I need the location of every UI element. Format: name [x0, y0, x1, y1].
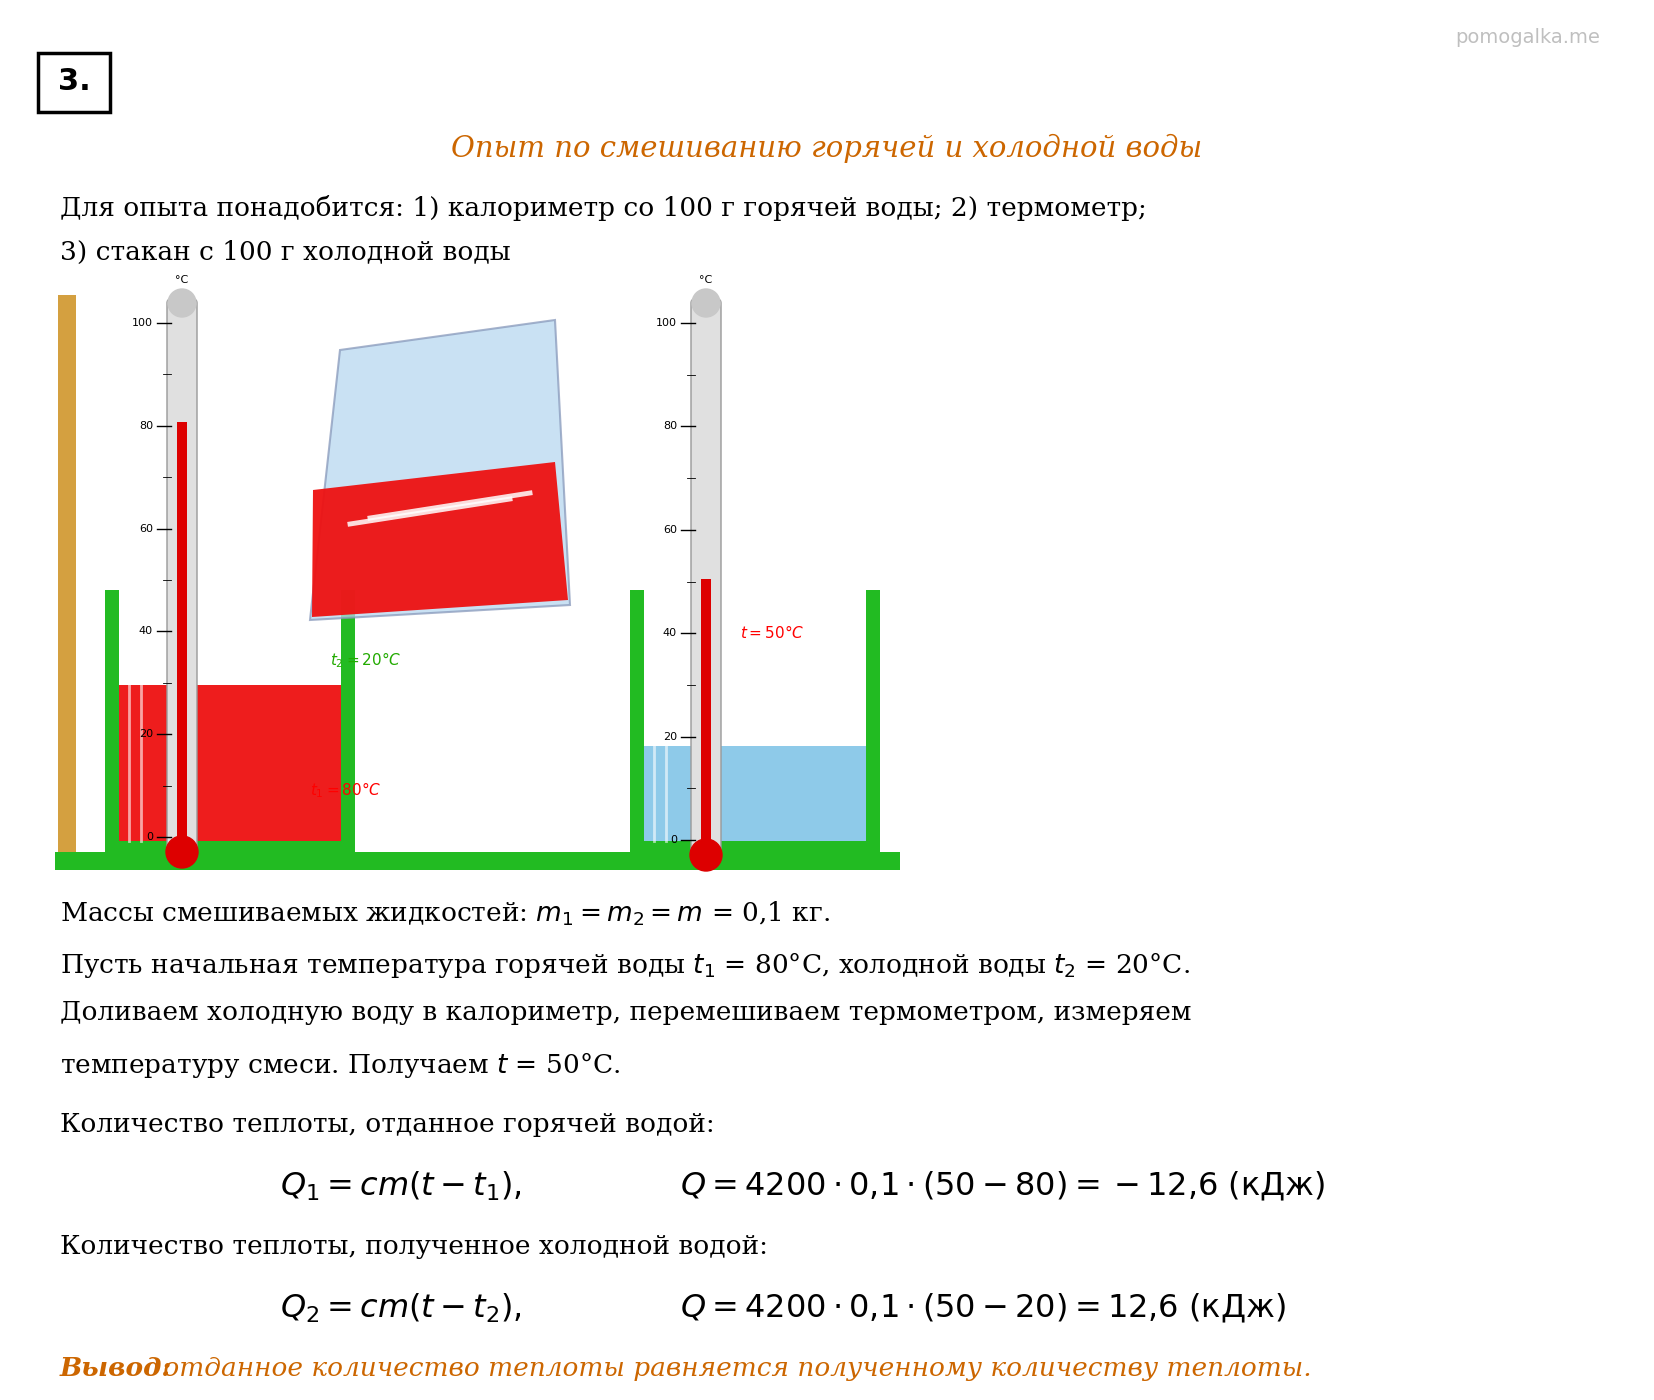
Text: pomogalka.me: pomogalka.me [1456, 28, 1599, 48]
Text: 40: 40 [663, 629, 676, 638]
Text: 80: 80 [663, 421, 676, 431]
Bar [104, 841, 356, 857]
Text: Для опыта понадобится: 1) калориметр со 100 г горячей воды; 2) термометр;: Для опыта понадобится: 1) калориметр со … [60, 195, 1146, 221]
Text: $Q = 4200 \cdot 0{,}1 \cdot (50 - 80) = -12{,}6$ (кДж): $Q = 4200 \cdot 0{,}1 \cdot (50 - 80) = … [680, 1170, 1325, 1203]
Circle shape [169, 288, 197, 316]
Bar [867, 589, 880, 855]
Text: °C: °C [700, 274, 713, 286]
Bar [119, 686, 341, 841]
Bar [701, 580, 711, 855]
Text: $Q_2 = cm(t - t_2),$: $Q_2 = cm(t - t_2),$ [280, 1292, 523, 1326]
Bar [610, 853, 900, 869]
Text: $t = 50°C$: $t = 50°C$ [739, 623, 804, 641]
Text: 0: 0 [146, 832, 154, 841]
Text: 20: 20 [663, 732, 676, 742]
Text: $t_1 = 80°C$: $t_1 = 80°C$ [309, 780, 382, 799]
Bar [630, 841, 880, 857]
Text: $Q_1 = cm(t - t_1),$: $Q_1 = cm(t - t_1),$ [280, 1170, 523, 1204]
Bar [177, 421, 187, 853]
Polygon shape [309, 321, 571, 620]
Text: 100: 100 [657, 318, 676, 328]
Text: Количество теплоты, полученное холодной водой:: Количество теплоты, полученное холодной … [60, 1233, 767, 1259]
Text: 60: 60 [663, 525, 676, 535]
Text: $Q = 4200 \cdot 0{,}1 \cdot (50 - 20) = 12{,}6$ (кДж): $Q = 4200 \cdot 0{,}1 \cdot (50 - 20) = … [680, 1292, 1285, 1324]
Bar [58, 295, 76, 853]
Bar [55, 853, 645, 869]
Text: 3) стакан с 100 г холодной воды: 3) стакан с 100 г холодной воды [60, 239, 511, 265]
Text: 100: 100 [132, 318, 154, 328]
Bar [630, 589, 643, 855]
Text: Опыт по смешиванию горячей и холодной воды: Опыт по смешиванию горячей и холодной во… [452, 133, 1202, 162]
Text: 80: 80 [139, 421, 154, 431]
Text: Массы смешиваемых жидкостей: $m_1 = m_2 = m$ = 0,1 кг.: Массы смешиваемых жидкостей: $m_1 = m_2 … [60, 900, 830, 928]
Text: 60: 60 [139, 524, 154, 533]
Bar [341, 589, 356, 855]
Text: Вывод:: Вывод: [60, 1357, 172, 1380]
Circle shape [690, 839, 723, 871]
FancyBboxPatch shape [167, 300, 197, 855]
Circle shape [165, 836, 198, 868]
Text: 40: 40 [139, 626, 154, 637]
Bar [104, 589, 119, 855]
Text: °C: °C [175, 274, 189, 286]
Text: 20: 20 [139, 729, 154, 739]
Text: 0: 0 [670, 834, 676, 846]
Text: 3.: 3. [58, 67, 91, 97]
Polygon shape [313, 462, 567, 617]
FancyBboxPatch shape [691, 300, 721, 860]
Circle shape [691, 288, 719, 316]
Text: отданное количество теплоты равняется полученному количеству теплоты.: отданное количество теплоты равняется по… [155, 1357, 1312, 1380]
Text: Пусть начальная температура горячей воды $t_1$ = 80°C, холодной воды $t_2$ = 20°: Пусть начальная температура горячей воды… [60, 951, 1189, 980]
Text: $t_2 = 20°C$: $t_2 = 20°C$ [331, 650, 402, 669]
Text: температуру смеси. Получаем $t$ = 50°C.: температуру смеси. Получаем $t$ = 50°C. [60, 1050, 620, 1079]
Text: Количество теплоты, отданное горячей водой:: Количество теплоты, отданное горячей вод… [60, 1112, 715, 1137]
Bar [643, 746, 867, 841]
FancyBboxPatch shape [38, 53, 111, 112]
Text: Доливаем холодную воду в калориметр, перемешиваем термометром, измеряем: Доливаем холодную воду в калориметр, пер… [60, 1000, 1191, 1025]
